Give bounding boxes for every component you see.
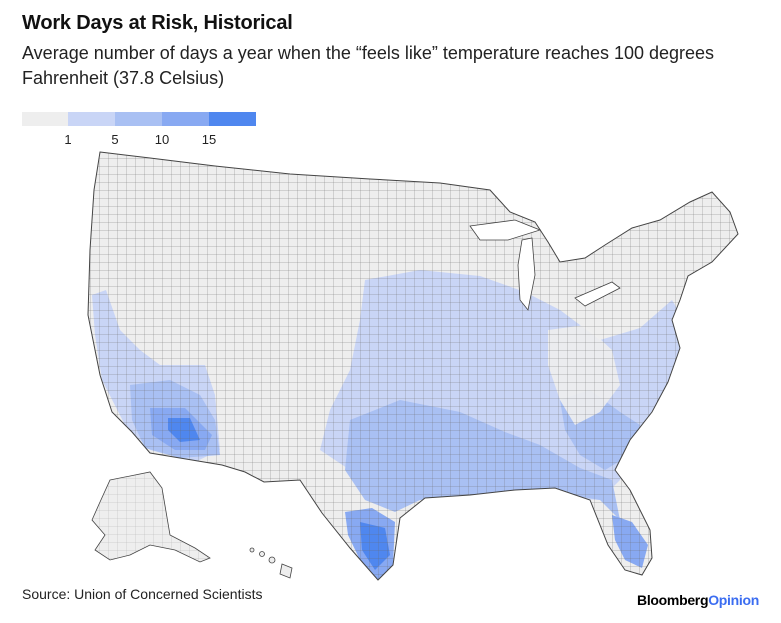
legend-tick-1: 1 (64, 132, 72, 147)
lake-michigan (517, 237, 536, 311)
lake-superior (469, 219, 542, 241)
legend-bin-0 (22, 112, 68, 126)
legend-tick-15: 15 (201, 132, 217, 147)
brand-part-2: Opinion (708, 592, 759, 608)
bloomberg-opinion-logo: BloombergOpinion (637, 592, 759, 608)
color-legend: 1 5 10 15 (22, 112, 256, 148)
chart-title: Work Days at Risk, Historical (22, 12, 293, 34)
source-note: Source: Union of Concerned Scientists (22, 586, 263, 602)
legend-bin-2 (115, 112, 162, 126)
legend-bin-4 (209, 112, 256, 126)
legend-bin-3 (162, 112, 209, 126)
legend-bin-1 (68, 112, 115, 126)
brand-part-1: Bloomberg (637, 592, 709, 608)
chart-subtitle: Average number of days a year when the “… (22, 43, 715, 88)
legend-tick-5: 5 (111, 132, 119, 147)
alaska (91, 471, 211, 563)
legend-tick-10: 10 (154, 132, 170, 147)
us-county-map (87, 151, 739, 581)
county-boundaries (88, 152, 738, 580)
lake-erie (574, 281, 621, 307)
hawaii (249, 547, 293, 579)
